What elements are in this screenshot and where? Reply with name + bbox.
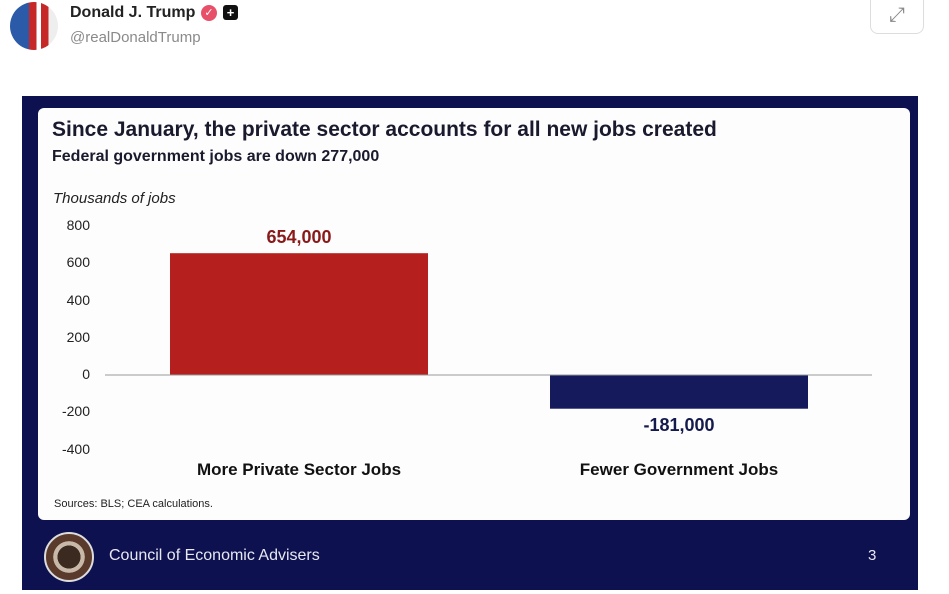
sources-note: Sources: BLS; CEA calculations. <box>54 498 213 510</box>
slide-page-number: 3 <box>868 547 877 564</box>
author-handle[interactable]: @realDonaldTrump <box>70 29 201 46</box>
y-tick-label: 600 <box>66 254 90 271</box>
expand-icon[interactable]: ⤢ <box>870 0 924 34</box>
org-name: Council of Economic Advisers <box>109 547 320 564</box>
data-label: 654,000 <box>266 227 332 248</box>
y-tick-label: 200 <box>66 328 90 345</box>
bar-0 <box>170 253 428 375</box>
plus-badge-icon: + <box>223 5 238 20</box>
y-tick-label: 800 <box>66 217 90 233</box>
y-tick-label: -200 <box>61 403 90 420</box>
category-label: More Private Sector Jobs <box>196 460 402 479</box>
chart-title: Since January, the private sector accoun… <box>52 118 717 141</box>
cea-seal-logo <box>44 532 94 582</box>
y-tick-label: 0 <box>82 366 90 382</box>
avatar[interactable] <box>10 2 58 50</box>
bar-1 <box>550 375 808 409</box>
category-label: Fewer Government Jobs <box>579 460 779 479</box>
chart-subtitle: Federal government jobs are down 277,000 <box>52 148 380 165</box>
data-label: -181,000 <box>643 414 715 435</box>
author-name[interactable]: Donald J. Trump <box>70 4 196 21</box>
y-axis-label: Thousands of jobs <box>53 190 176 207</box>
y-tick-label: 400 <box>66 291 90 308</box>
y-tick-label: -400 <box>61 440 90 457</box>
verified-badge-icon: ✓ <box>201 5 217 21</box>
